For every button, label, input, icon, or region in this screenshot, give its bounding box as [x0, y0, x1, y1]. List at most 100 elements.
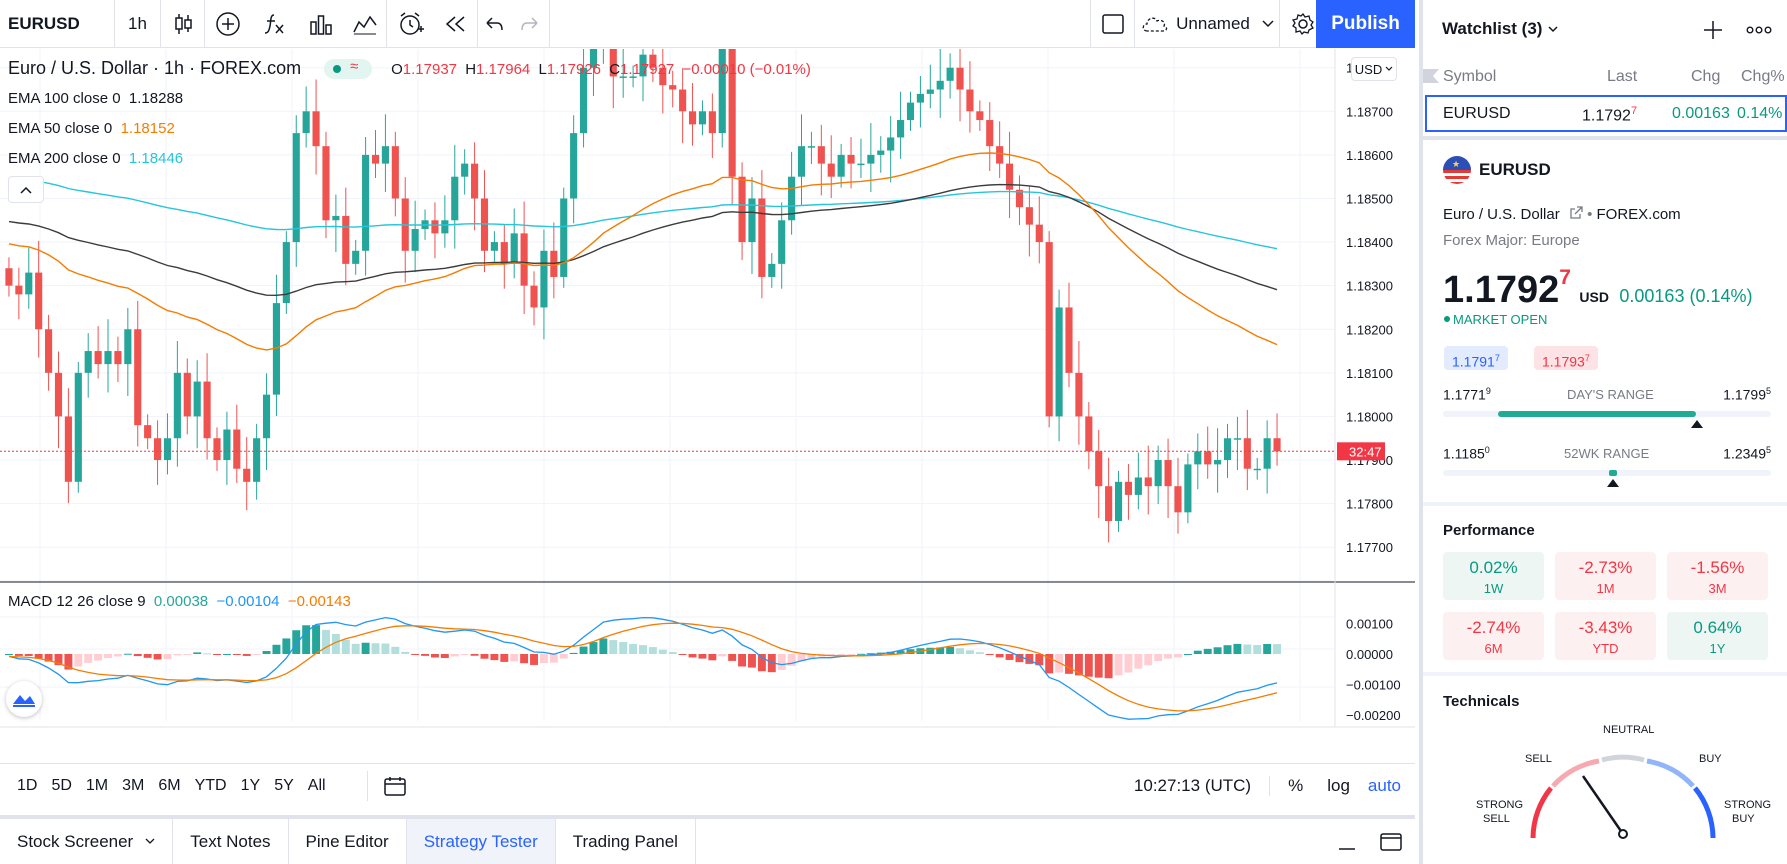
performance-label: YTD	[1592, 641, 1619, 656]
macd-histogram-bar	[1074, 654, 1083, 676]
macd-legend[interactable]: MACD 12 26 close 9 0.00038 −0.00104 −0.0…	[8, 593, 351, 610]
chart-area[interactable]: 1.188001.187001.186001.185001.184001.183…	[0, 49, 1415, 730]
alert-icon[interactable]	[387, 0, 434, 48]
macd-histogram-bar	[1124, 654, 1133, 673]
macd-histogram-bar	[530, 654, 538, 665]
change-value: −0.00010 (−0.01%)	[682, 61, 811, 78]
details-name[interactable]: Euro / U.S. Dollar	[1443, 206, 1560, 223]
performance-1y[interactable]: 0.64% 1Y	[1667, 612, 1768, 660]
watchlist-title: Watchlist (3)	[1442, 19, 1543, 38]
range-all[interactable]: All	[307, 776, 326, 794]
minimize-icon[interactable]	[1327, 822, 1367, 862]
more-icon[interactable]	[1746, 26, 1772, 34]
auto-toggle[interactable]: auto	[1367, 775, 1401, 795]
maximize-icon[interactable]	[1367, 822, 1415, 862]
column-chg[interactable]: Chg	[1691, 68, 1721, 85]
macd-histogram-bar	[341, 639, 350, 654]
ema100-legend[interactable]: EMA 100 close 0 1.18288	[8, 90, 183, 107]
technicals-gauge[interactable]: NEUTRAL SELL BUY STRONG SELL STRONG BUY	[1443, 720, 1783, 850]
add-indicator-icon[interactable]	[205, 0, 250, 48]
macd-histogram-bar	[411, 654, 420, 655]
macd-histogram-bar	[728, 654, 737, 661]
performance-ytd[interactable]: -3.43% YTD	[1555, 612, 1656, 660]
column-symbol[interactable]: Symbol	[1443, 68, 1497, 85]
range-6m[interactable]: 6M	[158, 776, 181, 794]
tab-strategy-tester[interactable]: Strategy Tester	[406, 819, 556, 864]
candle-body	[669, 85, 677, 90]
macd-histogram-bar	[302, 625, 311, 654]
candle-body	[1045, 242, 1053, 417]
tab-pine-editor[interactable]: Pine Editor	[289, 819, 407, 864]
performance-label: 1Y	[1709, 641, 1726, 656]
macd-histogram-bar	[995, 654, 1004, 658]
price-tick-label: 1.18300	[1346, 279, 1393, 294]
range-5d[interactable]: 5D	[51, 776, 72, 794]
watchlist-title-button[interactable]: Watchlist (3)	[1442, 19, 1558, 39]
currency-button[interactable]: USD	[1351, 57, 1397, 81]
macd-histogram-bar	[361, 642, 370, 654]
undo-icon[interactable]	[478, 0, 510, 48]
candles-icon[interactable]	[161, 0, 205, 48]
collapse-legend-button[interactable]	[8, 176, 44, 203]
percent-toggle[interactable]: %	[1288, 775, 1304, 795]
performance-3m[interactable]: -1.56% 3M	[1667, 552, 1768, 600]
calendar-icon[interactable]	[366, 770, 406, 801]
range-ytd[interactable]: YTD	[194, 776, 227, 794]
gear-icon[interactable]	[1280, 0, 1326, 48]
wk-low-value: 1.1185	[1443, 445, 1485, 462]
column-chgp[interactable]: Chg%	[1741, 68, 1785, 85]
external-link-icon[interactable]	[1570, 206, 1583, 219]
ema200-legend[interactable]: EMA 200 close 0 1.18446	[8, 150, 183, 167]
panel-collapse-handle[interactable]	[1419, 808, 1423, 822]
performance-1w[interactable]: 0.02% 1W	[1443, 552, 1544, 600]
fx-icon[interactable]	[250, 0, 298, 48]
column-last[interactable]: Last	[1607, 68, 1638, 85]
candle-body	[322, 146, 330, 221]
macd-line-value: −0.00104	[216, 593, 280, 610]
layout-name-button[interactable]: Unnamed	[1135, 0, 1280, 48]
tab-trading-panel[interactable]: Trading Panel	[556, 819, 696, 864]
ask-value: 1.1793	[1542, 353, 1585, 370]
redo-icon[interactable]	[510, 0, 550, 48]
log-toggle[interactable]: log	[1327, 775, 1350, 795]
bid-value: 1.1791	[1452, 353, 1495, 370]
macd-histogram-bar	[312, 625, 321, 654]
rectangle-icon[interactable]	[1090, 0, 1135, 48]
templates-icon[interactable]	[298, 0, 343, 48]
performance-1m[interactable]: -2.73% 1M	[1555, 552, 1656, 600]
range-3m[interactable]: 3M	[122, 776, 145, 794]
add-symbol-icon[interactable]	[1703, 20, 1723, 40]
macd-histogram-bar	[381, 643, 390, 654]
gauge-neutral-label: NEUTRAL	[1603, 724, 1654, 736]
macd-signal-value: −0.00143	[287, 593, 351, 610]
macd-histogram-bar	[1174, 654, 1182, 658]
clock[interactable]: 10:27:13 (UTC)	[1134, 775, 1271, 796]
candle-body	[223, 429, 231, 461]
symbol-search[interactable]: EURUSD	[0, 0, 115, 48]
interval-button[interactable]: 1h	[115, 0, 161, 48]
performance-6m[interactable]: -2.74% 6M	[1443, 612, 1544, 660]
compare-icon[interactable]	[343, 0, 387, 48]
replay-icon[interactable]	[434, 0, 478, 48]
macd-histogram-bar	[688, 654, 697, 658]
bottom-tabs: Stock Screener Text Notes Pine Editor St…	[0, 815, 1415, 864]
price-tick-label: 1.18400	[1346, 235, 1393, 250]
macd-histogram-bar	[272, 644, 281, 654]
flag-eu-us-icon: ★	[1443, 156, 1471, 184]
macd-histogram-bar	[965, 650, 974, 654]
range-1d[interactable]: 1D	[17, 776, 38, 794]
price-chart[interactable]: 1.188001.187001.186001.185001.184001.183…	[0, 49, 1415, 730]
range-1y[interactable]: 1Y	[240, 776, 261, 794]
tab-text-notes[interactable]: Text Notes	[173, 819, 289, 864]
range-5y[interactable]: 5Y	[274, 776, 294, 794]
publish-button[interactable]: Publish	[1316, 0, 1415, 48]
tab-stock-screener[interactable]: Stock Screener	[0, 819, 174, 864]
ema50-legend[interactable]: EMA 50 close 0 1.18152	[8, 120, 175, 137]
macd-histogram-bar	[807, 654, 816, 659]
macd-histogram-bar	[450, 654, 459, 657]
range-1m[interactable]: 1M	[85, 776, 109, 794]
tradingview-logo[interactable]	[6, 681, 42, 717]
watchlist-row[interactable]: EURUSD 1.17927 0.00163 0.14%	[1425, 95, 1787, 132]
macd-histogram-bar	[1005, 654, 1014, 660]
macd-histogram-bar	[926, 647, 935, 654]
